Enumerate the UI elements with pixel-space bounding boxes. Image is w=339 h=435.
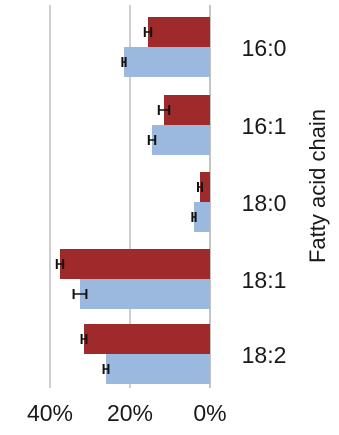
tick-label-40: 40% — [27, 400, 73, 426]
bars — [60, 17, 210, 384]
error-bars — [55, 27, 203, 374]
category-label-16-0: 16:0 — [242, 35, 287, 61]
error-bar-16-0-series-1 — [143, 27, 153, 37]
bar-18-0-series-2 — [194, 202, 210, 232]
error-bar-16-1-series-2 — [147, 135, 157, 145]
bar-18-1-series-2 — [80, 279, 210, 309]
bar-18-1-series-1 — [60, 249, 210, 279]
error-bar-18-2-series-2 — [102, 364, 110, 374]
error-bar-16-0-series-2 — [121, 57, 127, 67]
error-bar-18-0-series-2 — [191, 212, 197, 222]
error-bar-18-0-series-1 — [197, 182, 203, 192]
category-label-18-1: 18:1 — [242, 267, 287, 293]
category-label-18-0: 18:0 — [242, 190, 287, 216]
error-bar-16-1-series-1 — [157, 105, 171, 115]
error-bar-18-1-series-2 — [72, 289, 88, 299]
category-label-16-1: 16:1 — [242, 113, 287, 139]
y-axis-title: Fatty acid chain — [305, 109, 330, 263]
bar-16-0-series-1 — [148, 17, 210, 47]
category-labels: 16:0 16:1 18:0 18:1 18:2 — [242, 35, 287, 368]
tick-label-0: 0% — [193, 400, 226, 426]
tick-label-20: 20% — [107, 400, 153, 426]
bar-16-1-series-1 — [164, 95, 210, 125]
error-bar-18-1-series-1 — [55, 259, 65, 269]
tick-labels: 40% 20% 0% — [27, 400, 227, 426]
category-label-18-2: 18:2 — [242, 342, 287, 368]
bar-18-2-series-2 — [106, 354, 210, 384]
bar-18-2-series-1 — [84, 324, 210, 354]
bar-18-0-series-1 — [200, 172, 210, 202]
error-bar-18-2-series-1 — [80, 334, 88, 344]
bar-16-1-series-2 — [152, 125, 210, 155]
bar-16-0-series-2 — [124, 47, 210, 77]
